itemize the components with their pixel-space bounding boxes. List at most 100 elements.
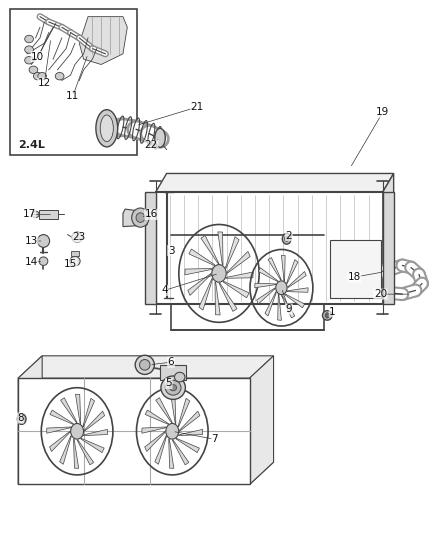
Text: 1: 1 <box>329 306 336 317</box>
Text: 20: 20 <box>374 289 387 299</box>
Polygon shape <box>185 269 212 275</box>
Ellipse shape <box>155 128 165 148</box>
Text: 2: 2 <box>286 231 292 241</box>
Polygon shape <box>18 356 42 484</box>
Polygon shape <box>219 283 237 311</box>
Polygon shape <box>123 209 149 227</box>
Polygon shape <box>227 252 250 273</box>
Polygon shape <box>145 410 169 424</box>
Text: 7: 7 <box>211 434 218 445</box>
Ellipse shape <box>140 360 150 370</box>
Text: 19: 19 <box>376 107 389 117</box>
Polygon shape <box>18 356 274 378</box>
Polygon shape <box>155 435 166 464</box>
Polygon shape <box>172 440 189 465</box>
Text: 2.4L: 2.4L <box>18 140 45 150</box>
Text: 4: 4 <box>161 286 168 295</box>
Bar <box>39 210 58 219</box>
Polygon shape <box>199 278 212 310</box>
Polygon shape <box>223 281 249 298</box>
Ellipse shape <box>283 233 291 244</box>
Ellipse shape <box>17 414 26 424</box>
Polygon shape <box>145 431 165 451</box>
Polygon shape <box>178 430 203 435</box>
Ellipse shape <box>72 232 82 243</box>
Text: 16: 16 <box>145 209 158 220</box>
Polygon shape <box>287 288 308 292</box>
Polygon shape <box>189 249 215 265</box>
Polygon shape <box>257 288 275 304</box>
Polygon shape <box>74 439 79 469</box>
Text: 10: 10 <box>31 52 44 61</box>
Polygon shape <box>77 440 94 465</box>
Polygon shape <box>282 295 295 318</box>
Text: 13: 13 <box>25 236 38 246</box>
Polygon shape <box>49 431 70 451</box>
Ellipse shape <box>166 423 179 439</box>
Polygon shape <box>50 410 74 424</box>
Polygon shape <box>268 257 282 280</box>
Polygon shape <box>155 192 383 304</box>
Text: 15: 15 <box>64 259 77 269</box>
Ellipse shape <box>25 46 33 53</box>
Polygon shape <box>171 394 176 424</box>
Polygon shape <box>83 430 107 435</box>
Polygon shape <box>60 435 71 464</box>
Polygon shape <box>18 378 250 484</box>
Text: 14: 14 <box>25 257 38 267</box>
Bar <box>171 235 324 330</box>
Polygon shape <box>81 438 104 453</box>
Ellipse shape <box>71 423 84 439</box>
Polygon shape <box>18 462 274 484</box>
Text: 22: 22 <box>145 140 158 150</box>
Text: 8: 8 <box>17 413 24 423</box>
Bar <box>160 365 186 379</box>
Ellipse shape <box>39 257 48 265</box>
Ellipse shape <box>170 384 177 391</box>
Polygon shape <box>145 192 155 304</box>
Ellipse shape <box>322 311 332 320</box>
Polygon shape <box>258 268 278 281</box>
Ellipse shape <box>38 72 46 80</box>
Polygon shape <box>47 427 71 433</box>
Polygon shape <box>60 398 77 423</box>
Ellipse shape <box>25 56 33 64</box>
Text: 12: 12 <box>38 78 51 88</box>
Polygon shape <box>155 398 172 423</box>
Ellipse shape <box>96 110 118 147</box>
Polygon shape <box>84 411 105 431</box>
Ellipse shape <box>33 72 42 80</box>
Polygon shape <box>178 398 190 427</box>
Text: 5: 5 <box>166 378 172 389</box>
Ellipse shape <box>29 66 38 74</box>
Text: 3: 3 <box>168 246 174 255</box>
Polygon shape <box>201 236 219 264</box>
Polygon shape <box>383 192 394 304</box>
Polygon shape <box>180 411 200 431</box>
Polygon shape <box>285 294 304 308</box>
Text: 21: 21 <box>191 102 204 112</box>
Polygon shape <box>265 292 276 316</box>
Polygon shape <box>142 427 166 433</box>
Ellipse shape <box>100 115 113 142</box>
Polygon shape <box>288 271 306 288</box>
Ellipse shape <box>285 236 289 241</box>
Polygon shape <box>286 260 298 284</box>
Text: 11: 11 <box>66 91 79 101</box>
Ellipse shape <box>136 213 145 222</box>
Text: 17: 17 <box>22 209 36 220</box>
Polygon shape <box>226 237 239 269</box>
Polygon shape <box>188 273 211 295</box>
Polygon shape <box>155 173 394 192</box>
Polygon shape <box>218 232 223 265</box>
Ellipse shape <box>212 264 226 282</box>
Polygon shape <box>75 394 81 424</box>
Bar <box>71 251 79 256</box>
Text: 9: 9 <box>286 304 292 314</box>
Polygon shape <box>79 17 127 64</box>
Bar <box>330 240 381 298</box>
Ellipse shape <box>32 211 39 217</box>
Polygon shape <box>282 255 285 281</box>
Ellipse shape <box>174 372 185 382</box>
Bar <box>11 9 137 155</box>
